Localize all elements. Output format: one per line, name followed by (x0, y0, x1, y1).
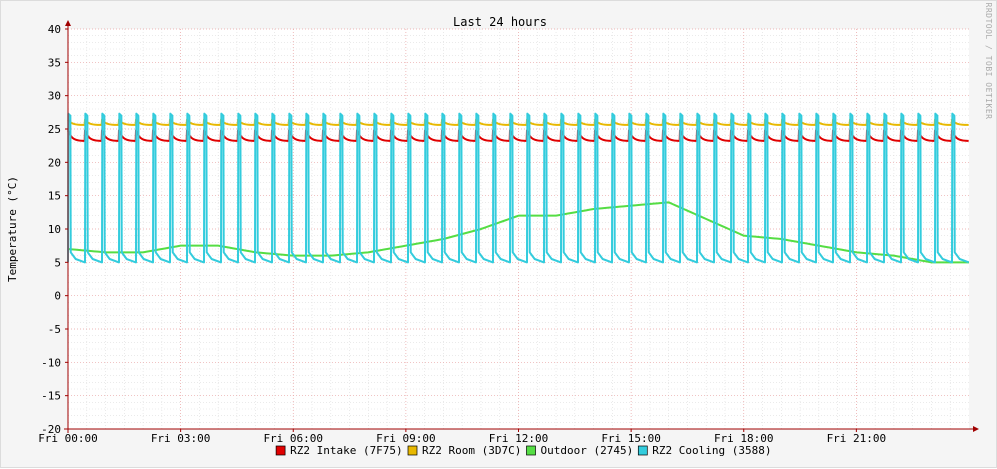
y-tick-label: 5 (54, 256, 61, 269)
legend: RZ2 Intake (7F75) RZ2 Room (3D7C) Outdoor … (275, 444, 772, 457)
y-tick-labels: 40 35 30 25 20 15 10 5 0 -5 -10 -15 -20 (41, 23, 61, 436)
y-tick-label: -10 (41, 356, 61, 369)
y-axis-label: Temperature (°C) (6, 176, 19, 282)
y-tick-label: -20 (41, 423, 61, 436)
legend-item: RZ2 Intake (7F75) (275, 444, 403, 457)
x-tick-label: Fri 21:00 (827, 432, 887, 445)
legend-swatch (275, 445, 286, 456)
legend-label: RZ2 Room (3D7C) (422, 444, 521, 457)
y-tick-label: 30 (48, 90, 61, 103)
legend-item: Outdoor (2745) (526, 444, 634, 457)
y-axis-arrow (65, 20, 71, 26)
legend-item: RZ2 Room (3D7C) (407, 444, 521, 457)
x-tick-label: Fri 03:00 (151, 432, 211, 445)
legend-label: RZ2 Intake (7F75) (290, 444, 403, 457)
legend-label: RZ2 Cooling (3588) (652, 444, 771, 457)
x-tick-label: Fri 09:00 (376, 432, 436, 445)
x-tick-label: Fri 06:00 (263, 432, 323, 445)
x-tick-label: Fri 18:00 (714, 432, 774, 445)
x-tick-label: Fri 12:00 (489, 432, 549, 445)
y-tick-label: -15 (41, 390, 61, 403)
watermark-credit: RRDTOOL / TOBI OETIKER (984, 3, 993, 120)
series-layer (67, 112, 970, 264)
y-tick-label: 20 (48, 156, 61, 169)
series-rz2-cooling-3588 (67, 112, 970, 264)
chart-title: Last 24 hours (453, 15, 547, 29)
legend-item: RZ2 Cooling (3588) (637, 444, 772, 457)
y-tick-label: 25 (48, 123, 61, 136)
y-tick-label: 0 (54, 290, 61, 303)
x-tick-label: Fri 00:00 (38, 432, 98, 445)
x-tick-labels: Fri 00:00 Fri 03:00 Fri 06:00 Fri 09:00 Fri … (38, 432, 886, 445)
x-axis-arrow (973, 426, 979, 432)
legend-swatch (526, 445, 536, 456)
legend-swatch (637, 445, 648, 456)
legend-label: Outdoor (2745) (541, 444, 634, 457)
legend-swatch (407, 445, 418, 456)
x-tick-label: Fri 15:00 (601, 432, 661, 445)
axes (64, 20, 979, 433)
y-tick-label: 15 (48, 190, 61, 203)
y-tick-label: -5 (48, 323, 61, 336)
y-tick-label: 40 (48, 23, 61, 36)
y-tick-label: 10 (48, 223, 61, 236)
y-tick-label: 35 (48, 56, 61, 69)
